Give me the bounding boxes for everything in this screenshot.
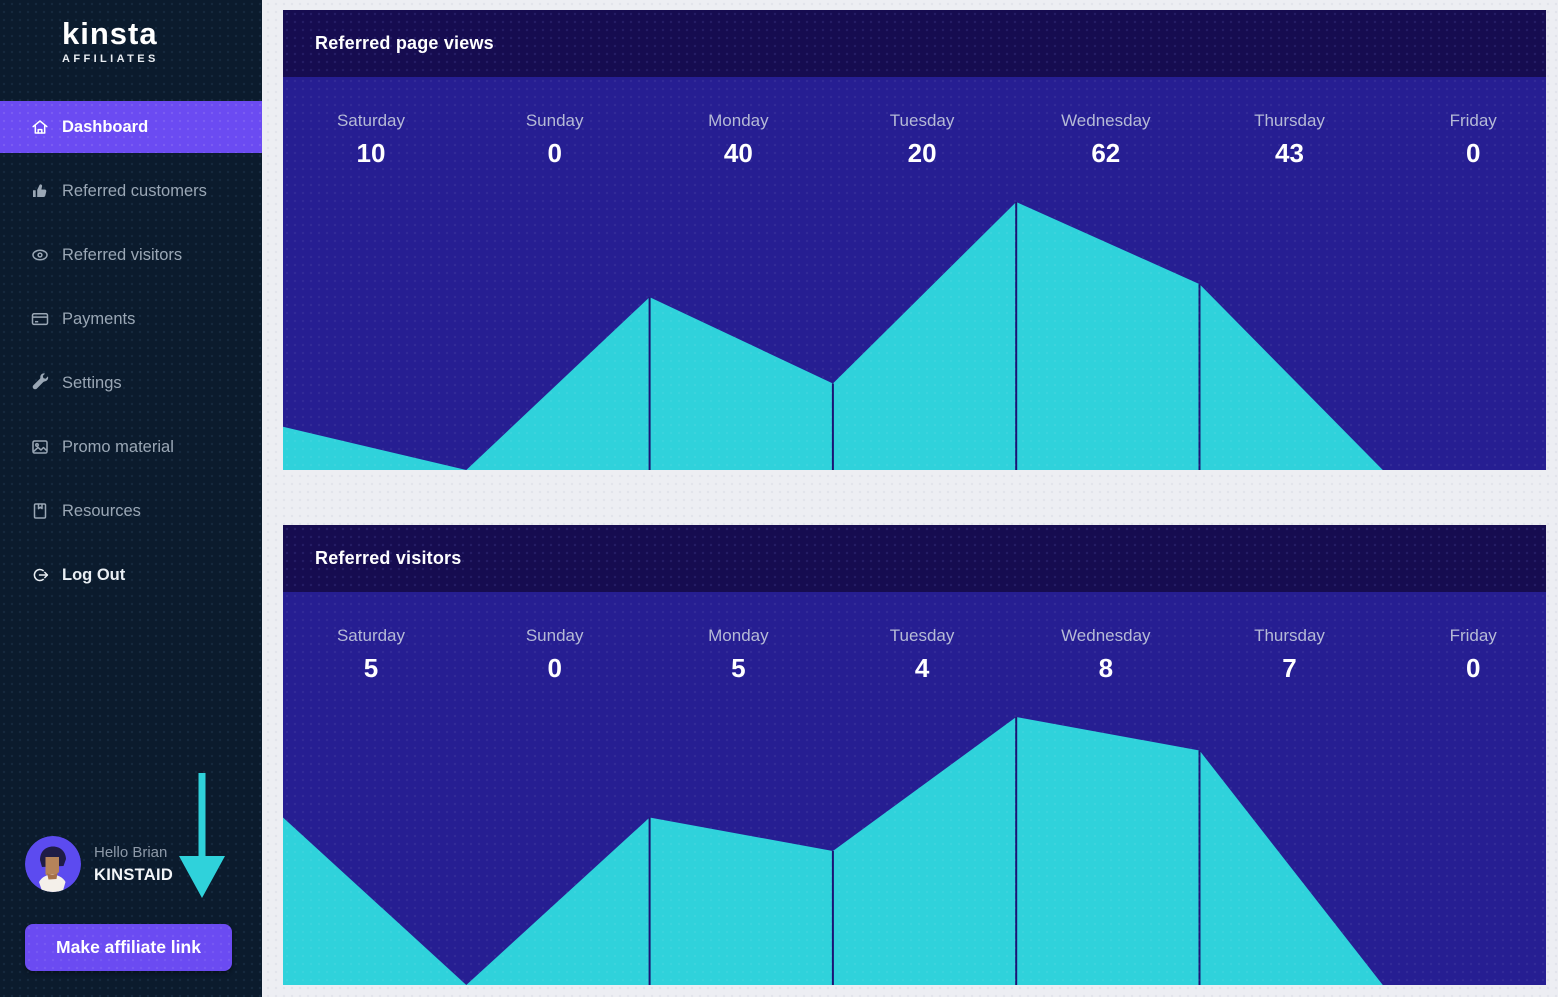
day-column-thursday: Thursday 43 xyxy=(1205,111,1375,169)
sidebar-item-resources[interactable]: Resources xyxy=(0,485,262,537)
card-header: Referred visitors xyxy=(283,525,1546,592)
day-label: Friday xyxy=(1449,111,1497,130)
card-title: Referred page views xyxy=(315,33,494,53)
sidebar-item-label: Referred customers xyxy=(62,181,207,200)
day-column-saturday: Saturday 5 xyxy=(286,626,456,684)
image-icon xyxy=(30,437,50,457)
sidebar-item-promo-material[interactable]: Promo material xyxy=(0,421,262,473)
day-label: Thursday xyxy=(1254,626,1325,645)
day-label: Wednesday xyxy=(1061,111,1151,130)
area-chart xyxy=(283,717,1546,985)
sidebar-item-settings[interactable]: Settings xyxy=(0,357,262,409)
brand-logo: Kinsta xyxy=(62,16,158,51)
home-icon xyxy=(30,117,50,137)
day-value: 5 xyxy=(363,653,379,683)
make-affiliate-link-button[interactable]: Make affiliate link xyxy=(25,924,232,971)
day-label: Tuesday xyxy=(889,626,955,645)
day-label: Monday xyxy=(708,626,769,645)
day-column-saturday: Saturday 10 xyxy=(286,111,456,169)
day-value: 43 xyxy=(1275,138,1304,168)
referred-visitors-card: Referred visitors Saturday 5 Sunday 0 Monday… xyxy=(283,525,1546,985)
day-column-tuesday: Tuesday 20 xyxy=(837,111,1007,169)
day-label: Saturday xyxy=(336,111,406,130)
day-column-monday: Monday 40 xyxy=(653,111,823,169)
credit-card-icon xyxy=(30,309,50,329)
day-label: Wednesday xyxy=(1061,626,1151,645)
day-value: 40 xyxy=(723,138,753,168)
day-column-tuesday: Tuesday 4 xyxy=(837,626,1007,684)
sidebar-item-payments[interactable]: Payments xyxy=(0,293,262,345)
day-value: 0 xyxy=(547,138,562,168)
day-value: 5 xyxy=(731,653,746,683)
logout-icon xyxy=(30,565,50,585)
day-label: Tuesday xyxy=(889,111,955,130)
wrench-icon xyxy=(30,373,50,393)
referred-page-views-card: Referred page views Saturday 10 Sunday 0 Mon… xyxy=(283,10,1546,470)
day-column-wednesday: Wednesday 62 xyxy=(1021,111,1191,169)
day-value: 0 xyxy=(1465,138,1481,168)
sidebar: Kinsta AFFILIATES Dashboard Referred cust… xyxy=(0,0,262,997)
referred-visitors-chart: Saturday 5 Sunday 0 Monday 5 Tuesday 4 Wednesday… xyxy=(283,592,1546,985)
day-value: 0 xyxy=(547,653,562,683)
thumbs-up-icon xyxy=(30,181,50,201)
day-column-monday: Monday 5 xyxy=(653,626,823,684)
day-value: 20 xyxy=(907,138,937,168)
day-label: Thursday xyxy=(1254,111,1325,130)
avatar xyxy=(25,836,81,892)
main-content: Referred page views Saturday 10 Sunday 0 Mon… xyxy=(262,0,1558,997)
day-value: 0 xyxy=(1465,653,1481,683)
user-texts: Hello Brian KINSTAID xyxy=(94,844,173,885)
referred-page-views-chart: Saturday 10 Sunday 0 Monday 40 Tuesday 20 Wednes… xyxy=(283,77,1546,470)
day-value: 4 xyxy=(914,653,930,683)
day-column-friday: Friday 0 xyxy=(1388,111,1546,169)
down-arrow-icon xyxy=(179,773,225,898)
sidebar-nav: Dashboard Referred customers Referred visi… xyxy=(0,101,262,613)
sidebar-item-label: Log Out xyxy=(62,565,126,584)
eye-icon xyxy=(30,245,50,265)
day-value: 62 xyxy=(1091,138,1121,168)
user-greeting: Hello Brian xyxy=(94,843,168,861)
day-column-sunday: Sunday 0 xyxy=(470,111,640,169)
day-label: Sunday xyxy=(525,111,584,130)
sidebar-item-dashboard[interactable]: Dashboard xyxy=(0,101,262,153)
day-column-wednesday: Wednesday 8 xyxy=(1021,626,1191,684)
day-column-sunday: Sunday 0 xyxy=(470,626,640,684)
user-block: Hello Brian KINSTAID xyxy=(25,836,173,892)
day-label: Monday xyxy=(708,111,769,130)
book-icon xyxy=(30,501,50,521)
day-column-friday: Friday 0 xyxy=(1388,626,1546,684)
brand-sub: AFFILIATES xyxy=(62,53,159,65)
sidebar-item-label: Promo material xyxy=(62,437,174,456)
sidebar-item-label: Resources xyxy=(62,501,141,520)
day-label: Saturday xyxy=(336,626,406,645)
brand: Kinsta AFFILIATES xyxy=(62,16,159,65)
day-value: 7 xyxy=(1282,653,1297,683)
card-title: Referred visitors xyxy=(315,548,462,568)
sidebar-item-label: Referred visitors xyxy=(62,245,183,264)
sidebar-item-log-out[interactable]: Log Out xyxy=(0,549,262,601)
day-value: 10 xyxy=(356,138,386,168)
day-label: Sunday xyxy=(525,626,584,645)
person-avatar-icon xyxy=(25,836,81,892)
sidebar-item-referred-customers[interactable]: Referred customers xyxy=(0,165,262,217)
day-value: 8 xyxy=(1098,653,1114,683)
sidebar-item-label: Dashboard xyxy=(62,117,149,136)
user-username: KINSTAID xyxy=(94,865,174,884)
sidebar-item-label: Payments xyxy=(62,309,136,328)
sidebar-item-referred-visitors[interactable]: Referred visitors xyxy=(0,229,262,281)
day-column-thursday: Thursday 7 xyxy=(1205,626,1375,684)
day-label: Friday xyxy=(1449,626,1497,645)
sidebar-item-label: Settings xyxy=(62,373,122,392)
area-chart xyxy=(283,202,1546,470)
card-header: Referred page views xyxy=(283,10,1546,77)
